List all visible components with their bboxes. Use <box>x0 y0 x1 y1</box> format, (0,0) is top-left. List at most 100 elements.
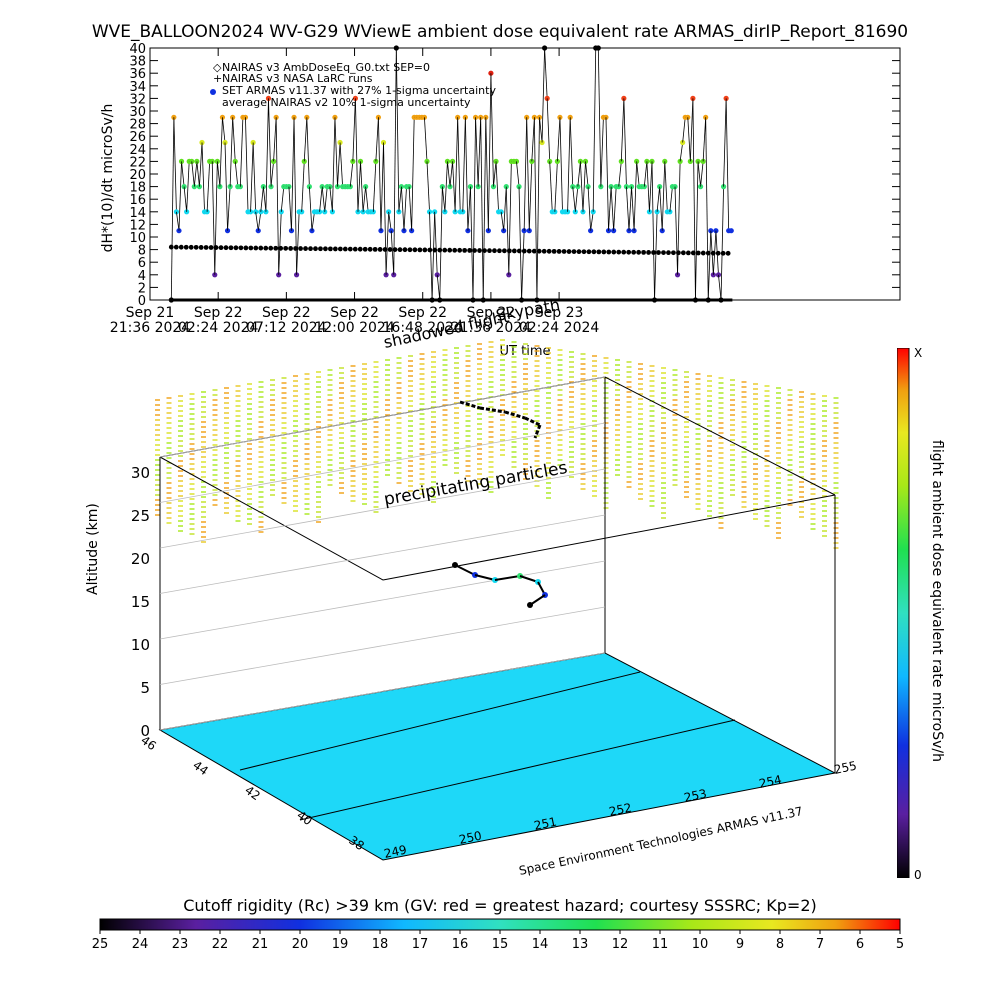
dose-series-segment <box>477 117 482 187</box>
flight-track-segment <box>474 574 496 581</box>
shadowed-track-segment <box>459 400 481 410</box>
dose-series-segment <box>705 117 709 301</box>
nairas-average-point <box>303 246 308 251</box>
nairas-average-point <box>337 246 343 252</box>
dose-series-segment <box>349 161 354 187</box>
z-tick-label: 0 <box>140 722 150 740</box>
nairas-average-point <box>487 248 492 254</box>
dose-series-segment <box>393 47 397 275</box>
dose-point <box>232 158 238 164</box>
dose-series-segment <box>454 117 459 212</box>
nairas-average-point <box>188 244 194 250</box>
y-tick-label: 10 <box>129 231 146 246</box>
nairas-average-point <box>362 246 368 252</box>
dose-series-segment <box>329 186 333 212</box>
nairas-average-point <box>293 246 298 251</box>
nairas-average-point <box>690 250 696 256</box>
dose-series-segment <box>352 98 356 162</box>
x-tick-label: 12:00 2024 <box>314 320 395 336</box>
dose-series-segment <box>487 73 492 231</box>
legend-entry-3: SET ARMAS v11.37 with 27% 1-sigma uncert… <box>222 84 496 97</box>
nairas-average-point <box>278 245 284 251</box>
flight-track-segment <box>454 564 476 576</box>
dose-series-segment <box>544 47 548 99</box>
dose-point <box>388 228 394 234</box>
dose-series-segment <box>372 161 377 212</box>
nairas-average-point <box>685 250 691 256</box>
dose-series-segment <box>431 211 436 301</box>
nairas-average-point <box>198 245 204 250</box>
dose-series-segment <box>191 161 195 187</box>
dose-series-segment <box>331 117 336 212</box>
dose-series-segment <box>554 161 558 212</box>
cutoff-tick-label: 14 <box>532 937 549 952</box>
skypath-label: Skypath <box>494 300 561 325</box>
dose-series-segment <box>546 98 551 162</box>
nairas-average-point <box>561 249 567 254</box>
dose-series-segment <box>597 47 602 187</box>
dose-series-segment <box>692 98 696 301</box>
nairas-average-point <box>318 246 323 252</box>
dose-series-segment <box>626 186 630 231</box>
grid-line <box>159 652 606 731</box>
dose-point <box>212 272 218 278</box>
dose-series-segment <box>600 117 604 187</box>
nairas-average-point <box>636 249 642 255</box>
dose-point <box>171 114 177 120</box>
nairas-average-point <box>228 245 234 251</box>
nairas-average-point <box>208 245 214 250</box>
page-title: WVE_BALLOON2024 WV-G29 WViewE ambient do… <box>91 22 909 42</box>
y-tick-label: 22 <box>129 155 146 170</box>
nairas-average-point <box>253 245 259 251</box>
dose-series-segment <box>296 211 300 275</box>
nairas-average-point <box>601 249 607 255</box>
dose-series-segment <box>549 161 553 212</box>
dose-series-segment <box>229 117 234 187</box>
x-tick-label: Sep 22 <box>467 305 516 321</box>
dose-series-segment <box>572 186 576 212</box>
y-tick-label: 40 <box>129 42 146 57</box>
z-tick-label: 15 <box>131 593 150 611</box>
x-tick-label: Sep 22 <box>194 305 243 321</box>
lon-tick-label: 250 <box>458 828 483 846</box>
nairas-average-point <box>193 244 199 250</box>
z-tick-label: 30 <box>131 464 150 482</box>
cutoff-rigidity-bar: 25 24 23 22 21 20 19 18 17 16 15 14 13 12 11 10 9 8 7 6 5 <box>92 918 904 952</box>
dose-series-segment <box>536 117 540 301</box>
dose-series-segment <box>181 161 185 187</box>
dose-series-segment <box>723 98 727 187</box>
y-tick-label: 20 <box>129 168 146 183</box>
grid-line <box>159 376 606 458</box>
dose-series-segment <box>252 142 257 212</box>
dose-series-segment <box>577 161 581 187</box>
cutoff-tick-label: 25 <box>92 937 109 952</box>
dose-series-segment <box>462 117 466 212</box>
dose-series-segment <box>495 161 499 212</box>
cutoff-tick-label: 21 <box>252 937 269 952</box>
dose-series-segment <box>472 117 476 301</box>
dose-series-segment <box>232 117 236 162</box>
nairas-average-point <box>531 248 537 254</box>
nairas-average-point <box>447 247 453 253</box>
dose-series-segment <box>526 117 530 231</box>
nairas-average-point <box>467 248 473 253</box>
dose-series-segment <box>211 161 216 275</box>
dose-series-segment <box>695 161 699 301</box>
y-tick-label: 18 <box>129 181 146 196</box>
dose-series-segment <box>380 142 384 231</box>
dose-series-segment <box>255 211 259 231</box>
dose-series-segment <box>482 117 487 301</box>
y-tick-label: 26 <box>129 130 146 145</box>
dose-series-segment <box>674 186 678 275</box>
dose-series-segment <box>178 161 182 231</box>
dose-series-segment <box>636 161 640 187</box>
y-tick-label: 8 <box>138 244 146 259</box>
dose-series-segment <box>610 186 615 231</box>
nairas-average-point <box>248 245 254 251</box>
lon-tick-label: 252 <box>608 800 633 818</box>
dose-series-segment <box>390 230 395 275</box>
grid-line <box>159 560 606 640</box>
nairas-average-point <box>452 247 458 253</box>
x-tick-label: 02:24 2024 <box>178 320 259 336</box>
x-tick-label: 07:12 2024 <box>246 320 327 336</box>
